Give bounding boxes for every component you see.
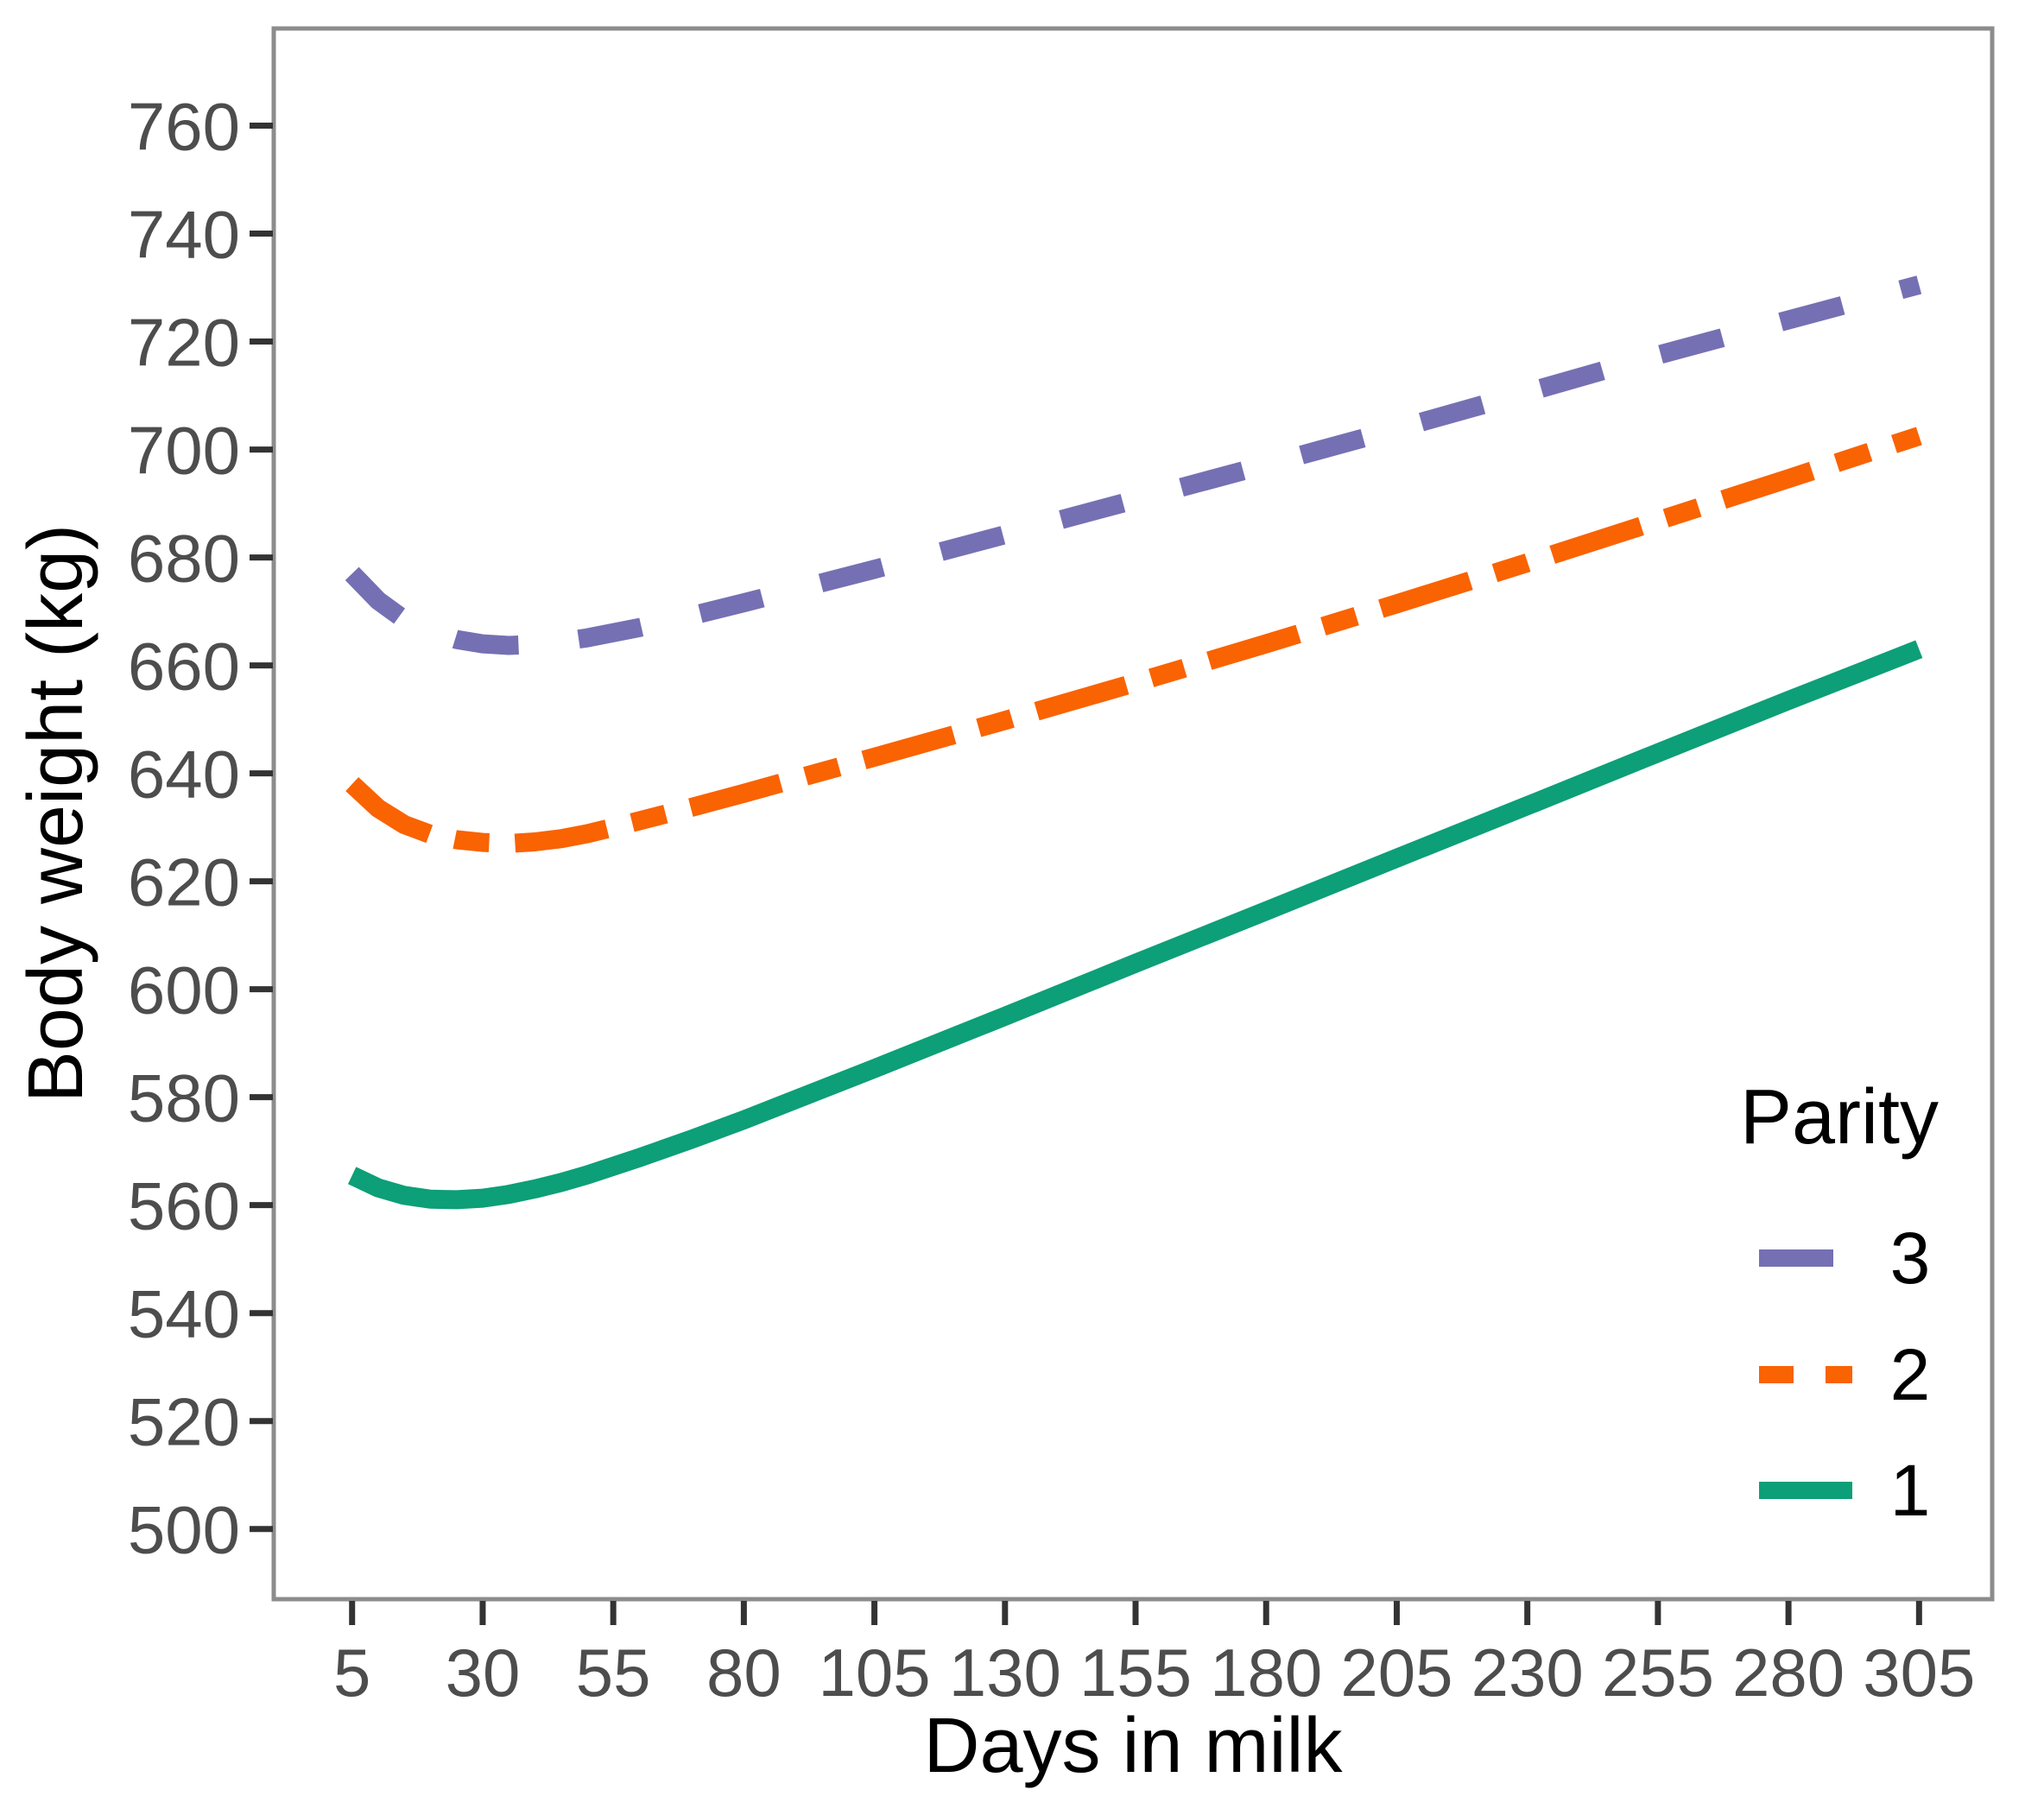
x-axis-title: Days in milk [923,1703,1343,1789]
y-axis-title: Body weight (kg) [13,524,99,1103]
x-axis-tick-labels: 5 30 55 80 105 130 155 180 205 230 255 2… [333,1635,1975,1711]
y-tick-label: 520 [128,1384,240,1460]
x-axis-tick-marks [349,1601,1922,1625]
y-tick-label: 540 [128,1276,240,1352]
x-tick-label: 180 [1210,1635,1322,1711]
y-tick-label: 620 [128,844,240,920]
x-tick-label: 305 [1863,1635,1975,1711]
y-tick-label: 640 [128,737,240,813]
y-tick-label: 580 [128,1060,240,1136]
y-tick-label: 720 [128,305,240,381]
y-tick-label: 740 [128,197,240,273]
y-axis-tick-marks [250,123,273,1533]
y-axis-tick-labels: 760 740 720 700 680 660 640 620 600 580 … [128,89,240,1568]
y-tick-label: 660 [128,629,240,705]
plot-panel-border [271,26,1995,1602]
x-tick-label: 205 [1340,1635,1452,1711]
series-parity2-line [345,427,1922,853]
x-tick-label: 230 [1471,1635,1584,1711]
x-tick-label: 280 [1732,1635,1845,1711]
x-tick-label: 55 [576,1635,651,1711]
y-tick-label: 500 [128,1492,240,1568]
legend-title: Parity [1740,1074,1939,1161]
legend-label-parity1: 1 [1890,1450,1931,1531]
x-tick-label: 5 [333,1635,370,1711]
x-tick-label: 105 [819,1635,931,1711]
y-tick-label: 760 [128,89,240,165]
x-tick-label: 255 [1602,1635,1714,1711]
series-parity1-line [347,640,1923,1210]
y-tick-label: 680 [128,521,240,597]
legend-label-parity3: 3 [1890,1218,1931,1299]
legend: Parity 3 2 1 [1740,1074,1939,1531]
x-tick-label: 130 [949,1635,1061,1711]
y-tick-label: 600 [128,952,240,1028]
x-tick-label: 155 [1079,1635,1192,1711]
series-parity3-line [345,275,1922,655]
series-lines [345,275,1923,1210]
x-tick-label: 80 [706,1635,782,1711]
x-tick-label: 30 [446,1635,521,1711]
y-tick-label: 560 [128,1168,240,1244]
legend-label-parity2: 2 [1890,1334,1931,1415]
y-tick-label: 700 [128,413,240,489]
